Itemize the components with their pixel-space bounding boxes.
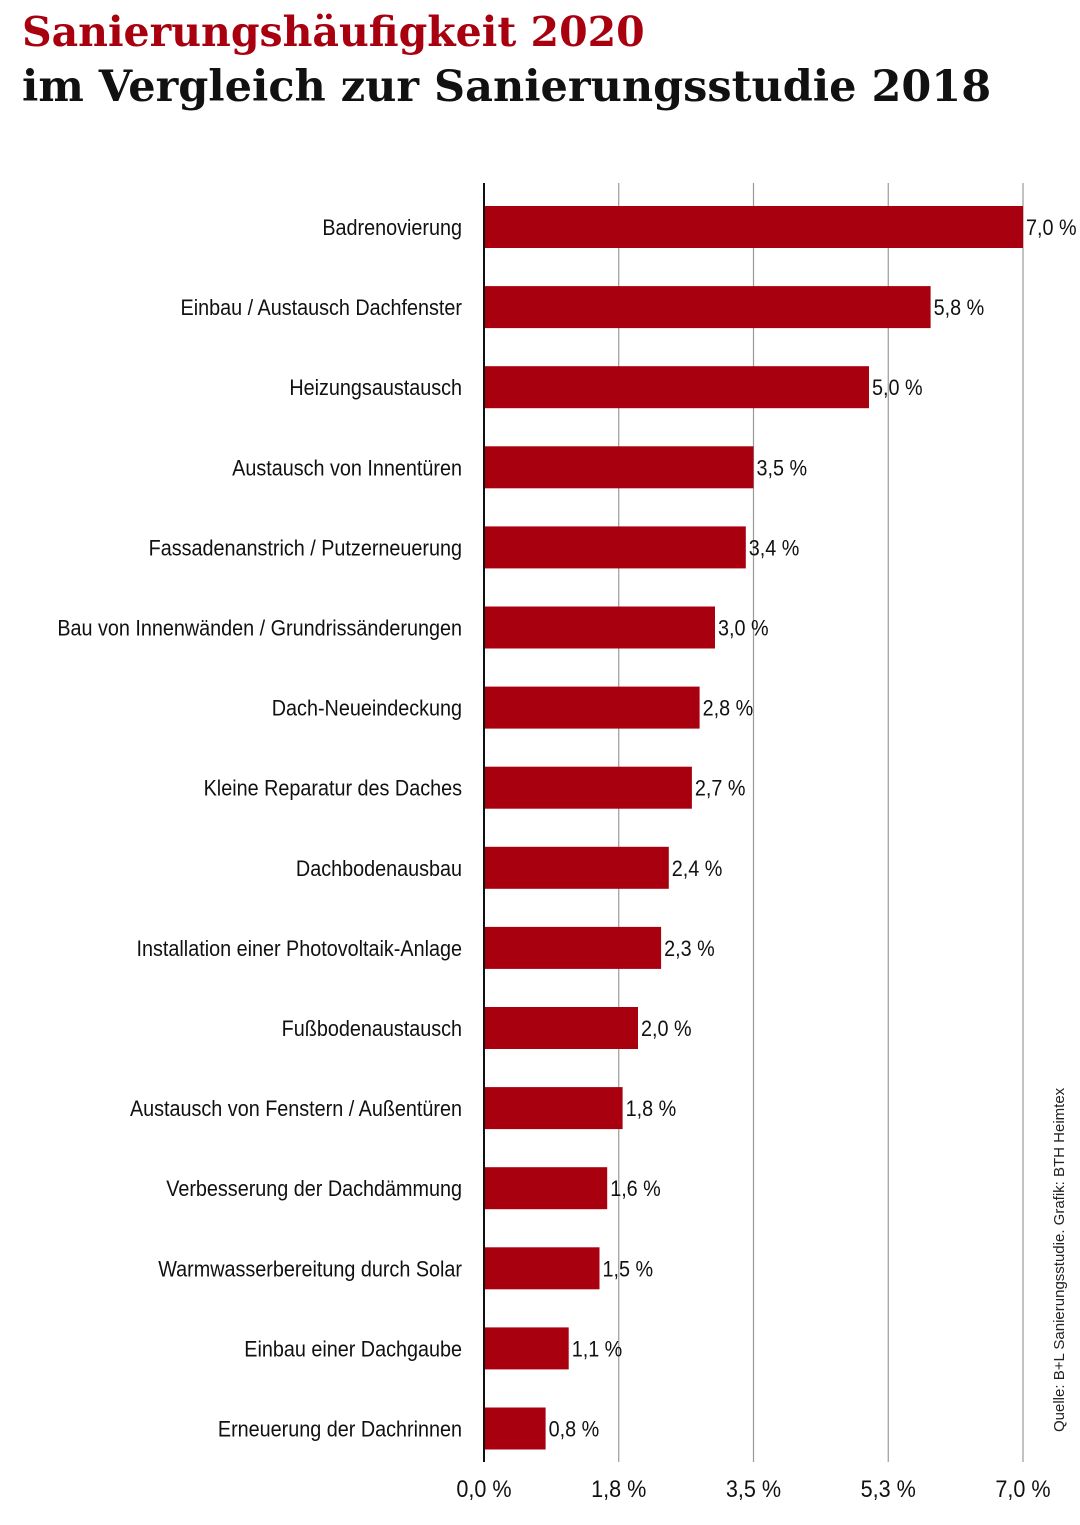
bar	[484, 366, 869, 409]
bar	[484, 686, 700, 729]
bar	[484, 1407, 546, 1450]
category-label: Austausch von Fenstern / Außentüren	[130, 1097, 462, 1121]
chart-title: Sanierungshäufigkeit 2020	[22, 8, 645, 56]
value-label: 1,5 %	[603, 1257, 654, 1281]
value-label: 1,1 %	[572, 1337, 623, 1361]
x-tick-label: 7,0 %	[995, 1475, 1050, 1502]
category-label: Austausch von Innentüren	[232, 456, 462, 480]
bar	[484, 926, 662, 969]
bar	[484, 526, 746, 569]
x-tick-label: 0,0 %	[456, 1475, 511, 1502]
category-label: Erneuerung der Dachrinnen	[218, 1418, 462, 1442]
value-label: 2,8 %	[703, 697, 754, 721]
value-label: 2,3 %	[664, 937, 715, 961]
bar	[484, 286, 931, 329]
value-label: 2,4 %	[672, 857, 723, 881]
bar	[484, 606, 715, 649]
value-label: 2,7 %	[695, 777, 746, 801]
value-label: 1,8 %	[626, 1097, 677, 1121]
bar	[484, 1087, 623, 1130]
value-label: 5,0 %	[872, 376, 923, 400]
bar	[484, 206, 1023, 248]
category-label: Warmwasserbereitung durch Solar	[158, 1257, 462, 1281]
category-label: Kleine Reparatur des Daches	[204, 777, 462, 801]
category-label: Heizungsaustausch	[289, 376, 462, 400]
value-label: 2,0 %	[641, 1017, 692, 1041]
category-label: Badrenovierung	[322, 216, 462, 240]
x-tick-label: 1,8 %	[591, 1475, 646, 1502]
bar	[484, 1007, 638, 1049]
bar	[484, 446, 754, 489]
chart-subtitle: im Vergleich zur Sanierungsstudie 2018	[22, 62, 992, 112]
category-label: Installation einer Photovoltaik-Anlage	[137, 937, 462, 961]
category-label: Bau von Innenwänden / Grundrissänderunge…	[57, 617, 462, 641]
category-label: Fußbodenaustausch	[282, 1017, 462, 1041]
value-label: 3,5 %	[757, 456, 808, 480]
value-label: 7,0 %	[1026, 216, 1077, 240]
value-label: 5,8 %	[934, 296, 985, 320]
bar	[484, 846, 669, 889]
category-label: Einbau / Austausch Dachfenster	[181, 296, 463, 320]
bar	[484, 766, 692, 809]
bar	[484, 1167, 608, 1210]
x-tick-label: 5,3 %	[861, 1475, 916, 1502]
category-label: Dachbodenausbau	[296, 857, 462, 881]
category-label: Einbau einer Dachgaube	[244, 1337, 462, 1361]
bar	[484, 1247, 600, 1290]
category-label: Fassadenanstrich / Putzerneuerung	[149, 536, 462, 560]
value-label: 0,8 %	[549, 1418, 600, 1442]
category-label: Verbesserung der Dachdämmung	[166, 1177, 462, 1201]
x-tick-label: 3,5 %	[726, 1475, 781, 1502]
category-label: Dach-Neueindeckung	[272, 697, 462, 721]
bar	[484, 1327, 569, 1370]
source-note: Quelle: B+L Sanierungsstudie. Grafik: BT…	[1051, 1087, 1068, 1432]
value-label: 1,6 %	[610, 1177, 661, 1201]
value-label: 3,4 %	[749, 536, 800, 560]
value-label: 3,0 %	[718, 617, 769, 641]
